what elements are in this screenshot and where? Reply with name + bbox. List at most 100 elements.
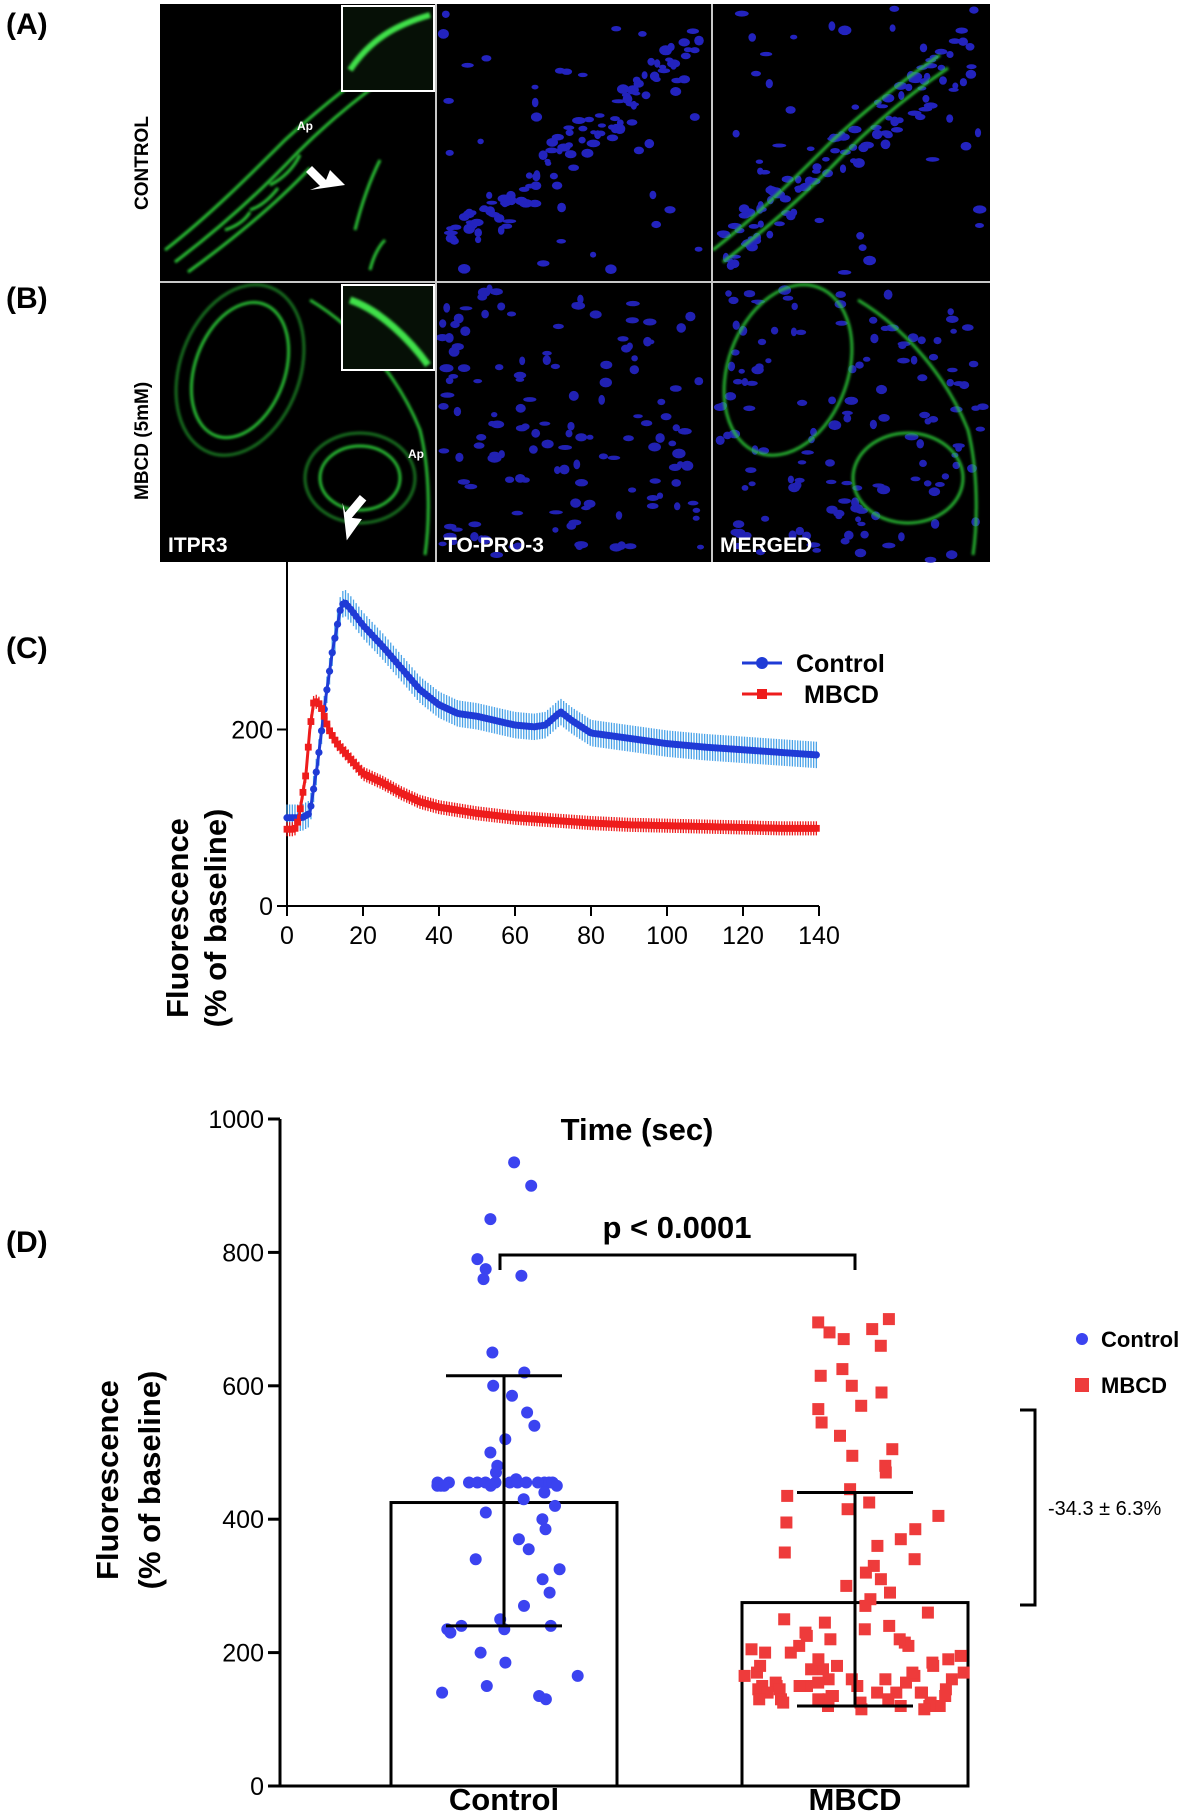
x-tick-label: 60 bbox=[501, 922, 529, 950]
nucleus-blob bbox=[455, 452, 464, 462]
nucleus-blob bbox=[458, 213, 470, 221]
nucleus-blob bbox=[491, 412, 498, 418]
nucleus-blob bbox=[664, 206, 676, 214]
data-point bbox=[908, 1553, 921, 1566]
nucleus-blob bbox=[916, 439, 924, 449]
nucleus-blob bbox=[919, 459, 927, 467]
nucleus-blob bbox=[437, 29, 449, 39]
nucleus-blob bbox=[835, 320, 848, 326]
nucleus-blob bbox=[554, 466, 561, 475]
data-point bbox=[304, 743, 312, 751]
nucleus-blob bbox=[529, 445, 538, 454]
nucleus-blob bbox=[575, 479, 588, 487]
nucleus-blob bbox=[748, 481, 756, 487]
nucleus-blob bbox=[550, 363, 560, 370]
significance-bracket: p < 0.0001 bbox=[498, 1210, 857, 1270]
nucleus-blob bbox=[770, 326, 779, 335]
nucleus-blob bbox=[439, 364, 454, 373]
nucleus-blob bbox=[969, 6, 979, 14]
nucleus-blob bbox=[734, 10, 749, 17]
nucleus-blob bbox=[469, 210, 477, 216]
data-point bbox=[921, 1606, 934, 1619]
nucleus-blob bbox=[889, 24, 896, 32]
nucleus-blob bbox=[515, 403, 526, 413]
nucleus-blob bbox=[928, 487, 941, 497]
data-point bbox=[536, 1513, 549, 1526]
data-point bbox=[317, 727, 326, 735]
data-point bbox=[296, 805, 304, 813]
data-point bbox=[812, 751, 820, 759]
nucleus-blob bbox=[795, 526, 804, 536]
p-value-label: p < 0.0001 bbox=[602, 1210, 751, 1245]
data-point bbox=[927, 1659, 940, 1672]
row-label-control: CONTROL bbox=[132, 116, 153, 210]
data-point bbox=[874, 1339, 887, 1352]
data-point bbox=[484, 1213, 497, 1226]
nucleus-blob bbox=[898, 91, 905, 100]
nucleus-blob bbox=[890, 116, 900, 127]
nucleus-blob bbox=[857, 521, 866, 527]
data-point bbox=[512, 1533, 525, 1546]
nucleus-blob bbox=[446, 226, 455, 231]
panel-letter-b: (B) bbox=[6, 282, 48, 315]
series-control bbox=[283, 590, 820, 831]
data-point bbox=[882, 1693, 895, 1706]
nucleus-blob bbox=[542, 355, 551, 366]
nucleus-blob bbox=[502, 219, 517, 224]
nucleus-blob bbox=[448, 346, 460, 357]
nucleus-blob bbox=[490, 551, 504, 559]
nucleus-blob bbox=[557, 202, 566, 213]
nucleus-blob bbox=[584, 116, 594, 123]
nucleus-blob bbox=[806, 542, 821, 548]
data-point bbox=[814, 1369, 827, 1382]
data-point bbox=[320, 712, 328, 720]
nucleus-blob bbox=[598, 453, 608, 460]
data-point bbox=[511, 1476, 524, 1489]
nucleus-blob bbox=[795, 329, 807, 335]
nucleus-blob bbox=[812, 548, 822, 553]
nucleus-blob bbox=[904, 433, 919, 441]
data-point bbox=[817, 1663, 829, 1676]
nucleus-blob bbox=[953, 381, 965, 387]
nucleus-blob bbox=[444, 523, 457, 530]
nucleus-blob bbox=[729, 259, 740, 269]
nucleus-blob bbox=[774, 221, 785, 227]
nucleus-blob bbox=[694, 246, 703, 252]
data-point bbox=[894, 1533, 907, 1546]
legend-label-mbcd: MBCD bbox=[1101, 1373, 1167, 1398]
nucleus-blob bbox=[697, 544, 704, 550]
nucleus-blob bbox=[570, 498, 581, 508]
nucleus-blob bbox=[922, 94, 930, 103]
nucleus-blob bbox=[876, 384, 887, 395]
nucleus-blob bbox=[939, 76, 947, 85]
x-tick-label: 80 bbox=[577, 922, 605, 950]
y-tick-label: 0 bbox=[259, 893, 273, 921]
nucleus-blob bbox=[851, 104, 860, 110]
data-point bbox=[909, 1523, 922, 1536]
data-point bbox=[879, 1673, 892, 1686]
data-point bbox=[531, 1476, 544, 1489]
nucleus-blob bbox=[732, 520, 745, 528]
y-tick-label: 400 bbox=[231, 540, 273, 568]
nucleus-blob bbox=[617, 336, 629, 342]
panel-letter-d: (D) bbox=[6, 1226, 48, 1259]
nucleus-blob bbox=[625, 317, 639, 324]
nucleus-blob bbox=[644, 139, 655, 149]
nucleus-blob bbox=[649, 71, 660, 81]
chart-d-legend: Control MBCD bbox=[1075, 1327, 1179, 1398]
data-point bbox=[328, 732, 336, 739]
nucleus-blob bbox=[443, 303, 451, 313]
nucleus-blob bbox=[765, 358, 772, 364]
data-point bbox=[536, 1573, 549, 1586]
nucleus-blob bbox=[882, 542, 896, 549]
nucleus-blob bbox=[797, 399, 808, 406]
nucleus-blob bbox=[681, 460, 694, 471]
nucleus-blob bbox=[559, 464, 570, 475]
micrograph-a-merged bbox=[712, 5, 987, 275]
nucleus-blob bbox=[444, 333, 454, 343]
nucleus-blob bbox=[609, 543, 623, 552]
data-point bbox=[484, 1446, 497, 1459]
nucleus-blob bbox=[715, 435, 725, 445]
nucleus-blob bbox=[787, 475, 794, 484]
